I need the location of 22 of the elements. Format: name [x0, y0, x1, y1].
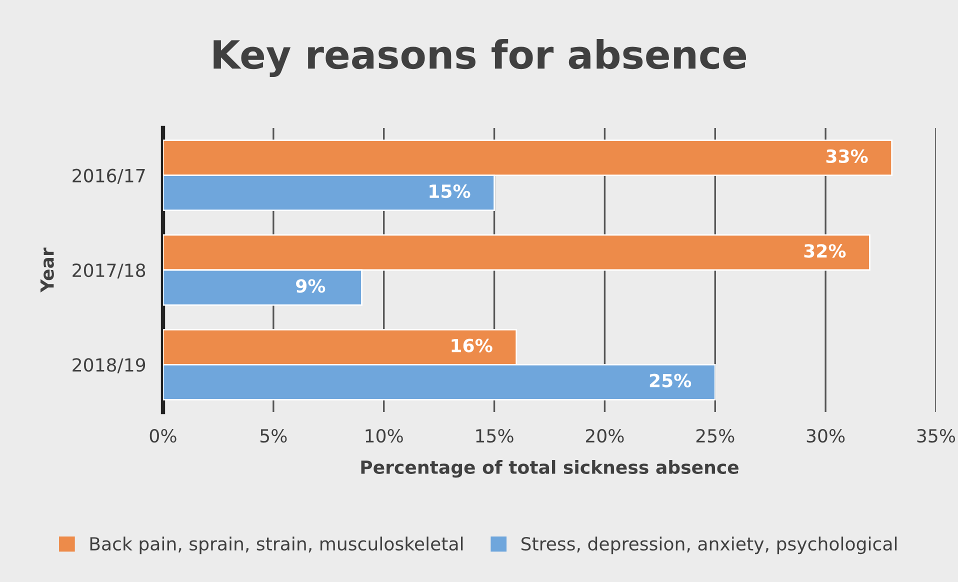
chart-title: Key reasons for absence [214, 39, 746, 77]
y-tick-label: 2018/19 [72, 358, 146, 374]
data-label: 15% [430, 184, 470, 198]
x-tick-label: 5% [260, 428, 287, 443]
y-axis-title: Year [40, 248, 54, 293]
x-axis-title: Percentage of total sickness absence [361, 460, 739, 478]
x-tick-label: 30% [806, 428, 845, 443]
x-tick-label: 25% [696, 428, 734, 443]
x-tick-label: 20% [586, 428, 624, 443]
data-label: 16% [452, 338, 492, 352]
data-label: 25% [650, 374, 692, 388]
x-tick-label: 10% [366, 428, 403, 443]
legend-label: Back pain, sprain, strain, musculoskeletal [90, 536, 463, 554]
x-tick-label: 15% [476, 428, 514, 443]
data-label: 33% [826, 149, 868, 164]
data-label: 9% [296, 279, 326, 293]
legend-label: Stress, depression, anxiety, psychological [521, 536, 897, 554]
data-label: 32% [804, 244, 846, 258]
x-tick-label: 0% [150, 428, 176, 443]
y-tick-label: 2017/18 [72, 263, 146, 279]
y-tick-label: 2016/17 [72, 168, 145, 184]
x-tick-label: 35% [917, 428, 956, 443]
